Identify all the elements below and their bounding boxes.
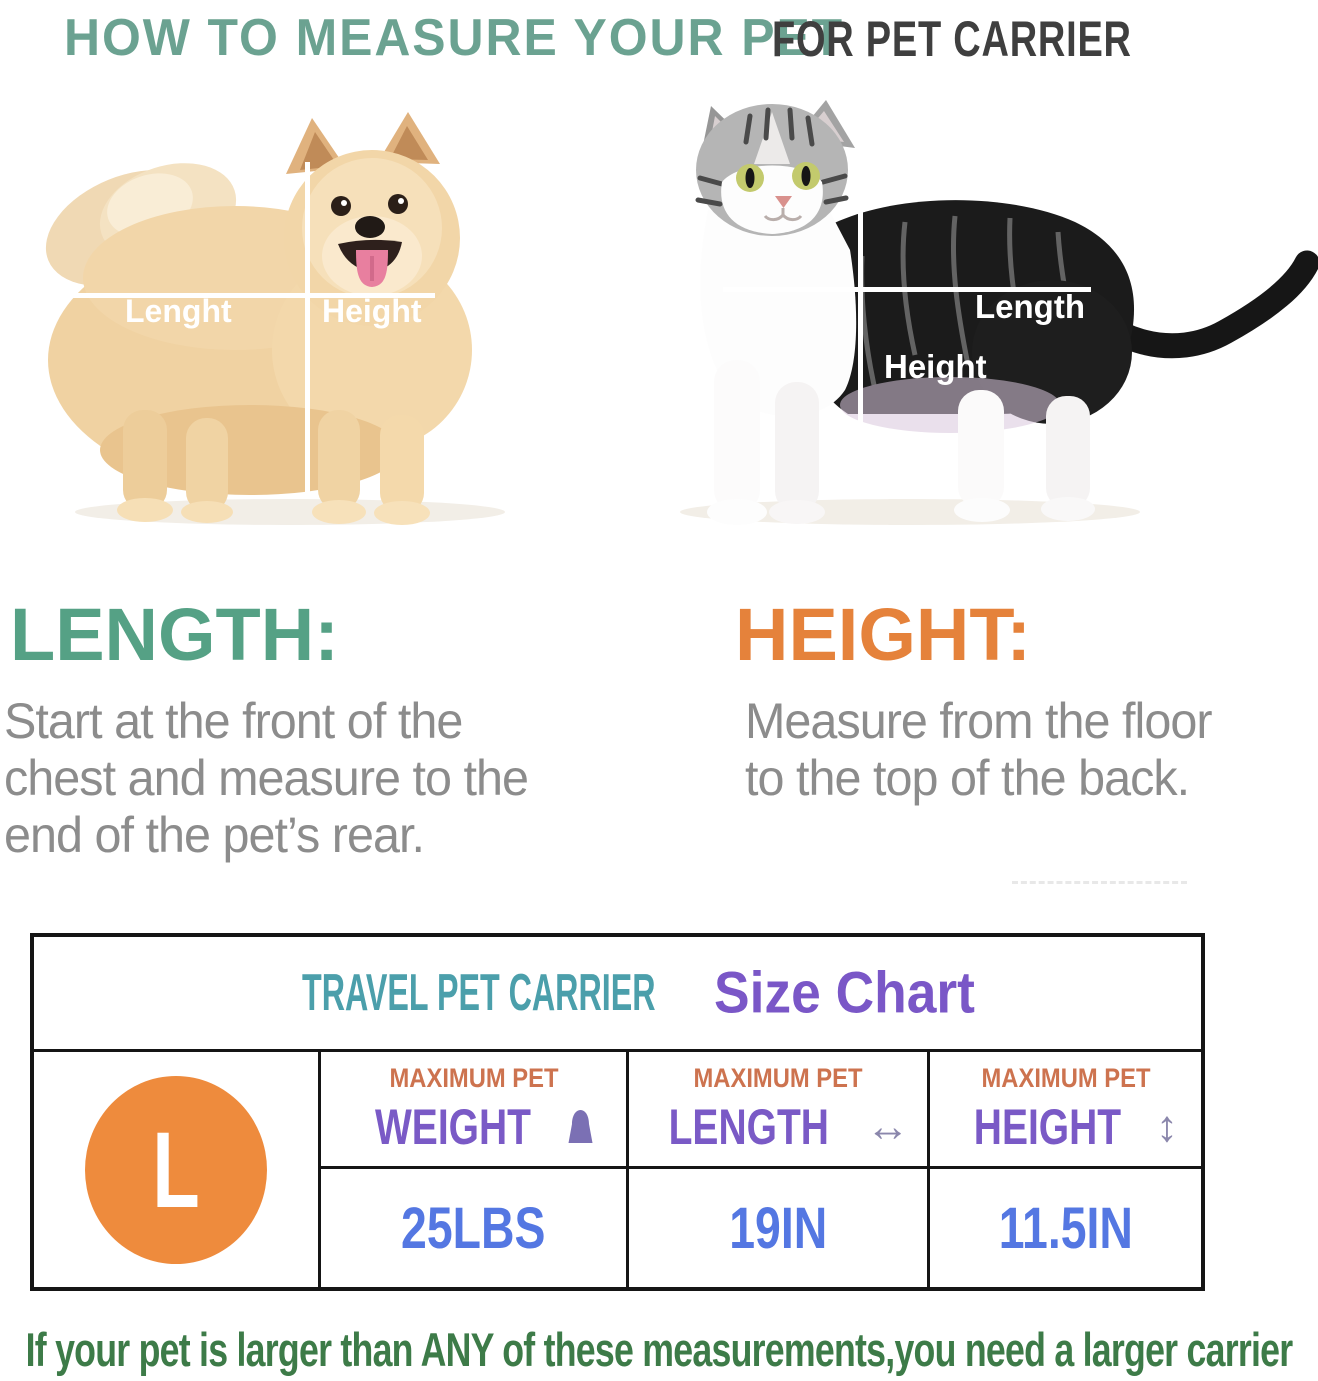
height-section-heading: HEIGHT:: [735, 593, 1031, 676]
height-label: HEIGHT: [973, 1098, 1122, 1155]
size-cell: L: [34, 1052, 318, 1287]
length-section-text: chest and measure to the: [4, 750, 529, 806]
page-subtitle: FOR PET CARRIER: [772, 11, 1132, 67]
length-section-heading: LENGTH:: [10, 593, 339, 676]
length-eyebrow: MAXIMUM PET: [693, 1062, 863, 1093]
height-value-cell: 11.5IN: [930, 1169, 1201, 1287]
length-label: LENGTH: [668, 1098, 830, 1155]
dog-height-label: Height: [322, 293, 422, 329]
weight-label: WEIGHT: [374, 1098, 531, 1155]
left-right-arrow-icon: ↔: [865, 1101, 910, 1151]
cat-length-line: [723, 287, 1091, 292]
figures-illustration: Lenght Height: [45, 100, 1318, 525]
length-value-cell: 19IN: [629, 1169, 927, 1287]
length-value: 19IN: [728, 1195, 827, 1261]
size-badge: L: [85, 1075, 267, 1264]
up-down-arrow-icon: ↕: [1155, 1101, 1178, 1151]
dog-height-line: [305, 162, 310, 498]
size-chart-body: L MAXIMUM PET WEIGHT 25LBS: [34, 1052, 1201, 1287]
length-section-text: end of the pet’s rear.: [4, 807, 425, 863]
dog-measure-lines: Lenght Height: [45, 162, 435, 498]
length-header-cell: MAXIMUM PET LENGTH ↔: [629, 1052, 927, 1169]
size-chart-title: TRAVEL PET CARRIER: [302, 964, 656, 1022]
length-section-text: Start at the front of the: [4, 693, 463, 749]
cat-height-line: [858, 205, 863, 497]
weight-value-cell: 25LBS: [321, 1169, 626, 1287]
dog-length-label: Lenght: [125, 293, 232, 329]
weight-value: 25LBS: [401, 1195, 546, 1261]
weight-eyebrow: MAXIMUM PET: [389, 1062, 558, 1093]
length-column: MAXIMUM PET LENGTH ↔ 19IN: [626, 1052, 927, 1287]
weight-header-cell: MAXIMUM PET WEIGHT: [321, 1052, 626, 1169]
size-letter: L: [152, 1108, 200, 1230]
divider-dashes: [1012, 881, 1187, 884]
height-header-cell: MAXIMUM PET HEIGHT ↕: [930, 1052, 1201, 1169]
dog-illustration: [45, 112, 505, 525]
height-section-text: Measure from the floor: [745, 693, 1213, 749]
cat-length-label: Length: [975, 288, 1085, 325]
cat-measure-lines: Length Height: [723, 205, 1091, 497]
footer-warning: If your pet is larger than ANY of these …: [25, 1323, 1294, 1376]
size-chart-subtitle: Size Chart: [714, 960, 975, 1026]
height-eyebrow: MAXIMUM PET: [981, 1062, 1150, 1093]
weight-icon: [568, 1110, 593, 1143]
height-column: MAXIMUM PET HEIGHT ↕ 11.5IN: [927, 1052, 1201, 1287]
size-chart-table: TRAVEL PET CARRIER Size Chart L MAXIMUM …: [30, 933, 1205, 1291]
weight-column: MAXIMUM PET WEIGHT 25LBS: [318, 1052, 626, 1287]
dog-length-line: [45, 293, 435, 298]
height-value: 11.5IN: [998, 1195, 1133, 1261]
cat-height-label: Height: [884, 348, 987, 385]
page-title: HOW TO MEASURE YOUR PET: [64, 9, 845, 67]
size-chart-title-row: TRAVEL PET CARRIER Size Chart: [34, 937, 1201, 1052]
height-section-text: to the top of the back.: [745, 750, 1190, 806]
